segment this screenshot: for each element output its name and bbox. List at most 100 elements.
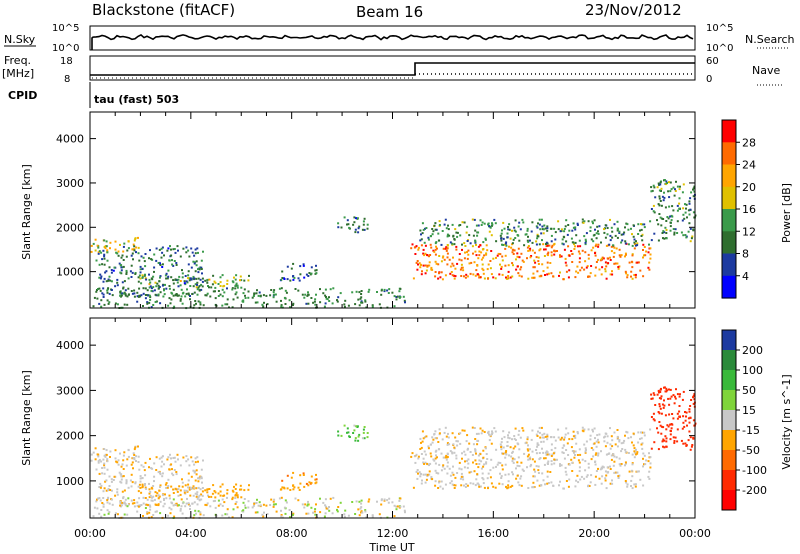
velocity-cell	[567, 485, 570, 488]
power-cell	[585, 240, 587, 243]
velocity-cell	[530, 438, 533, 441]
power-cell	[683, 217, 686, 220]
y-tick-label: 3000	[56, 177, 84, 190]
power-cell	[280, 304, 283, 307]
power-cell	[319, 301, 322, 304]
velocity-cell	[620, 463, 623, 465]
power-cell	[444, 274, 447, 277]
power-cell	[489, 260, 492, 262]
velocity-cell	[506, 441, 509, 443]
power-cell	[195, 277, 198, 280]
velocity-cell	[107, 496, 110, 499]
velocity-cell	[611, 445, 614, 448]
power-cell	[201, 277, 204, 280]
power-cell	[564, 257, 567, 260]
velocity-cell	[234, 494, 237, 497]
power-cell	[360, 293, 363, 295]
velocity-cell	[539, 436, 542, 439]
velocity-cell	[103, 448, 106, 450]
velocity-cell	[676, 428, 679, 431]
velocity-cell	[527, 458, 530, 461]
velocity-cell	[122, 459, 125, 462]
x-tick-label: 00:00	[679, 527, 711, 540]
power-cell	[567, 245, 570, 248]
velocity-cell	[614, 471, 617, 474]
power-cell	[515, 268, 518, 271]
velocity-cell	[157, 503, 160, 506]
power-cell	[540, 274, 543, 277]
power-cell	[305, 273, 308, 276]
velocity-cell	[235, 483, 238, 486]
power-cell	[214, 297, 217, 300]
velocity-cell	[219, 494, 222, 497]
power-cell	[648, 261, 651, 264]
power-cell	[542, 270, 545, 273]
velocity-cell	[512, 473, 514, 476]
velocity-cell	[585, 449, 587, 451]
power-cell	[116, 303, 119, 306]
power-cell	[393, 305, 396, 308]
colorbar-tick-label: 12	[742, 225, 756, 238]
velocity-cell	[118, 471, 121, 474]
power-cell	[424, 264, 427, 267]
power-cell	[136, 295, 139, 298]
velocity-cell	[125, 480, 128, 483]
power-cell	[116, 284, 119, 287]
velocity-cell	[678, 410, 681, 413]
velocity-cell	[580, 475, 583, 478]
power-cell	[243, 288, 246, 291]
power-cell	[193, 262, 196, 265]
power-cell	[171, 292, 174, 295]
velocity-cell	[574, 436, 577, 439]
velocity-cell	[193, 471, 196, 474]
power-cell	[138, 294, 141, 297]
velocity-cell	[97, 497, 99, 500]
power-cell	[124, 293, 127, 296]
power-cell	[652, 204, 655, 207]
power-cell	[444, 218, 447, 221]
velocity-cell	[673, 402, 676, 405]
velocity-cell	[595, 452, 598, 455]
velocity-cell	[504, 456, 507, 459]
velocity-cell	[609, 482, 612, 485]
power-cell	[458, 253, 461, 255]
power-cell	[133, 295, 136, 298]
velocity-cell	[301, 503, 304, 506]
power-cell	[637, 233, 640, 235]
velocity-cell	[650, 397, 653, 400]
velocity-cell	[536, 479, 539, 482]
velocity-cell	[693, 398, 696, 401]
power-cell	[275, 300, 278, 303]
power-cell	[608, 243, 611, 246]
velocity-cell	[413, 455, 416, 458]
velocity-cell	[108, 502, 111, 505]
power-cell	[663, 196, 666, 199]
power-cell	[107, 279, 110, 282]
power-cell	[472, 273, 475, 276]
velocity-cell	[190, 456, 193, 459]
velocity-cell	[106, 460, 109, 463]
velocity-cell	[512, 447, 515, 450]
velocity-cell	[393, 515, 396, 518]
y-tick-label: 4000	[56, 133, 84, 146]
velocity-cell	[579, 453, 582, 456]
power-cell	[633, 247, 636, 250]
velocity-cell	[692, 394, 695, 397]
velocity-cell	[159, 512, 162, 515]
velocity-cell	[324, 512, 327, 515]
power-cell	[157, 293, 160, 296]
velocity-cell	[363, 426, 366, 428]
velocity-cell	[175, 473, 178, 476]
power-cell	[133, 249, 136, 252]
velocity-cell	[284, 512, 287, 515]
velocity-cell	[141, 483, 144, 486]
velocity-cell	[616, 445, 619, 448]
velocity-cell	[685, 444, 688, 447]
velocity-cell	[332, 496, 335, 499]
power-cell	[251, 296, 254, 299]
power-cell	[446, 256, 449, 259]
velocity-cell	[605, 474, 608, 477]
velocity-cell	[647, 460, 650, 463]
power-cell	[186, 288, 188, 291]
velocity-cell	[669, 429, 672, 432]
